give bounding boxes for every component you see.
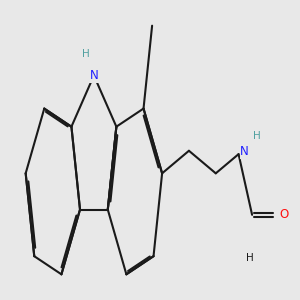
Text: H: H	[82, 49, 90, 59]
Text: N: N	[89, 69, 98, 82]
Text: O: O	[279, 208, 289, 221]
Text: H: H	[253, 131, 260, 141]
Text: N: N	[240, 145, 249, 158]
Text: H: H	[246, 253, 254, 263]
